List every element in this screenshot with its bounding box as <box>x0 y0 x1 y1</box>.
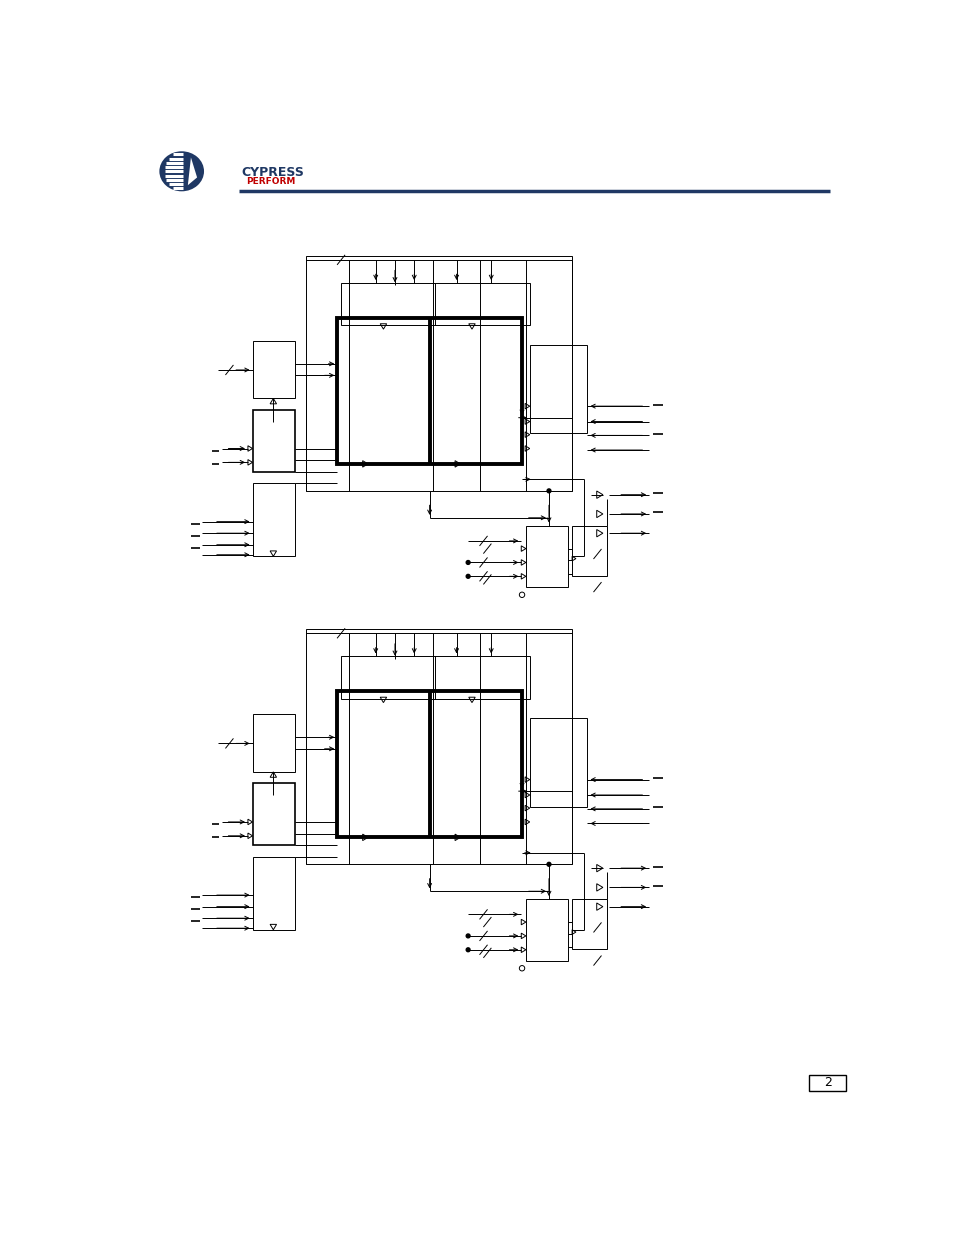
Circle shape <box>518 966 524 971</box>
Circle shape <box>466 947 470 952</box>
Circle shape <box>466 574 470 578</box>
Ellipse shape <box>159 151 204 191</box>
Circle shape <box>546 489 550 493</box>
Text: 2: 2 <box>823 1077 831 1089</box>
Circle shape <box>466 561 470 564</box>
Circle shape <box>466 934 470 937</box>
Circle shape <box>518 592 524 598</box>
FancyBboxPatch shape <box>808 1074 845 1092</box>
Text: CYPRESS: CYPRESS <box>241 167 304 179</box>
Circle shape <box>546 862 550 866</box>
Polygon shape <box>188 157 197 185</box>
Text: PERFORM: PERFORM <box>246 177 295 185</box>
